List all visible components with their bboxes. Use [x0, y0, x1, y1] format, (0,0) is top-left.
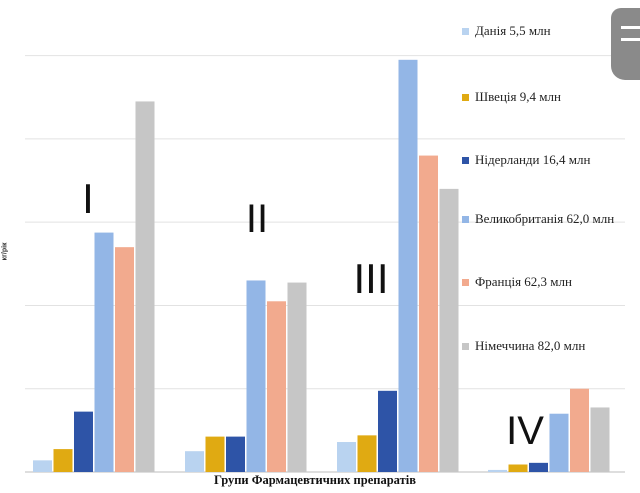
category-label-1: І	[82, 175, 94, 222]
legend-item-6[interactable]: Німеччина 82,0 млн	[462, 338, 640, 354]
bar-4-group-1[interactable]	[94, 232, 114, 472]
bar-2-group-2[interactable]	[205, 436, 225, 472]
bar-3-group-2[interactable]	[226, 436, 245, 472]
bar-1-group-2[interactable]	[185, 451, 204, 472]
legend-label: Нідерланди 16,4 млн	[475, 152, 591, 167]
legend-label: Швеція 9,4 млн	[475, 89, 561, 104]
bar-2-group-4[interactable]	[508, 464, 528, 472]
bar-2-group-1[interactable]	[53, 449, 73, 472]
legend-label: Великобританія 62,0 млн	[475, 211, 615, 226]
legend-item-4[interactable]: Великобританія 62,0 млн	[462, 211, 640, 227]
category-label-2: ІІ	[246, 197, 268, 241]
bar-1-group-1[interactable]	[33, 460, 52, 472]
legend-swatch	[462, 157, 469, 164]
legend-label: Данія 5,5 млн	[475, 23, 551, 38]
bar-6-group-4[interactable]	[590, 407, 610, 472]
y-axis-label: кг/рік	[1, 242, 9, 261]
bar-6-group-1[interactable]	[135, 101, 155, 472]
bar-5-group-4[interactable]	[570, 388, 589, 472]
legend-swatch	[462, 279, 469, 286]
legend-label: Німеччина 82,0 млн	[475, 338, 586, 353]
bar-5-group-1[interactable]	[115, 247, 134, 472]
bar-5-group-2[interactable]	[267, 301, 286, 472]
bar-1-group-3[interactable]	[337, 442, 356, 472]
legend-swatch	[462, 216, 469, 223]
bar-6-group-3[interactable]	[439, 188, 459, 472]
legend-item-2[interactable]: Швеція 9,4 млн	[462, 89, 640, 105]
legend-swatch	[462, 343, 469, 350]
category-label-3: ІІІ	[353, 255, 388, 302]
bar-3-group-4[interactable]	[529, 462, 548, 472]
legend-swatch	[462, 94, 469, 101]
bar-6-group-2[interactable]	[287, 282, 307, 472]
bar-4-group-4[interactable]	[549, 413, 569, 472]
category-label-4: ІV	[506, 409, 544, 453]
menu-icon[interactable]	[611, 8, 640, 80]
legend-item-5[interactable]: Франція 62,3 млн	[462, 274, 640, 290]
bar-3-group-1[interactable]	[74, 411, 93, 472]
legend-item-1[interactable]: Данія 5,5 млн	[462, 23, 640, 39]
bar-4-group-3[interactable]	[398, 59, 418, 473]
bar-2-group-3[interactable]	[357, 435, 377, 472]
bar-5-group-3[interactable]	[419, 155, 438, 472]
legend-label: Франція 62,3 млн	[475, 274, 572, 289]
bar-4-group-2[interactable]	[246, 280, 266, 472]
legend-item-3[interactable]: Нідерланди 16,4 млн	[462, 152, 640, 168]
legend-swatch	[462, 28, 469, 35]
bar-3-group-3[interactable]	[378, 390, 397, 472]
bar-1-group-4[interactable]	[488, 469, 507, 472]
x-axis-label: Групи Фармацевтичних препаратів	[214, 473, 416, 487]
